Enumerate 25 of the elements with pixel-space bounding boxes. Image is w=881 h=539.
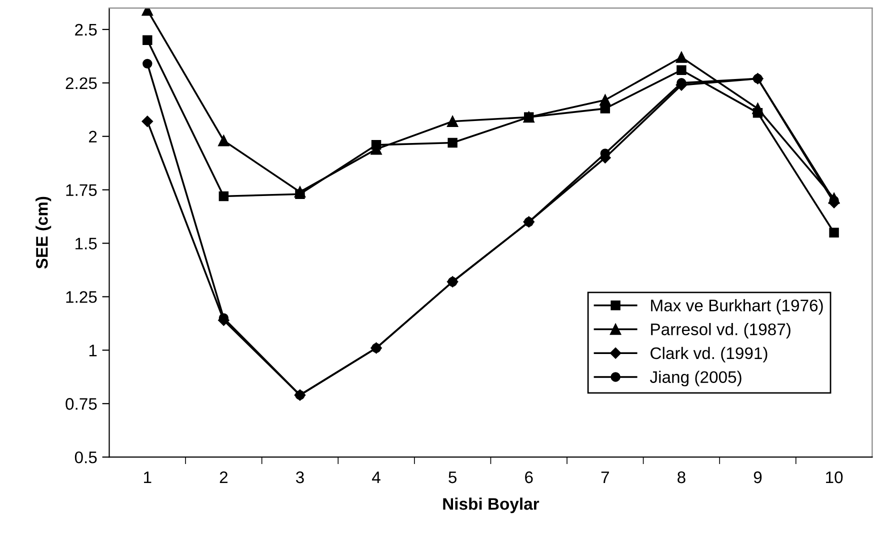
y-axis-title: SEE (cm) [36, 196, 52, 269]
y-tick-label: 0.5 [74, 451, 97, 464]
x-tick-label: 8 [678, 471, 686, 484]
y-tick-label: 2.25 [66, 77, 97, 90]
x-tick-label: 3 [296, 471, 304, 484]
legend-label: Max ve Burkhart (1976) [651, 299, 823, 315]
y-tick-label: 0.75 [66, 398, 97, 410]
x-tick-label: 10 [826, 471, 843, 484]
x-tick-label: 4 [372, 472, 380, 484]
legend-label: Parresol vd. (1987) [651, 323, 790, 339]
y-tick-label: 2.5 [75, 24, 97, 36]
y-tick-label: 1 [89, 344, 97, 356]
x-tick-label: 6 [525, 471, 533, 484]
x-axis-title: Nisbi Boylar [443, 498, 540, 514]
legend-label: Jiang (2005) [650, 370, 742, 386]
x-tick-label: 1 [144, 472, 152, 484]
y-tick-label: 2 [89, 130, 97, 142]
x-tick-label: 2 [220, 471, 228, 484]
y-tick-label: 1.25 [66, 291, 97, 303]
y-tick-label: 1.5 [76, 238, 97, 250]
legend-label: Clark vd. (1991) [650, 346, 768, 362]
x-tick-label: 5 [448, 472, 457, 484]
x-tick-label: 9 [754, 471, 762, 484]
x-tick-label: 7 [601, 472, 609, 484]
y-tick-label: 1.75 [66, 184, 97, 196]
